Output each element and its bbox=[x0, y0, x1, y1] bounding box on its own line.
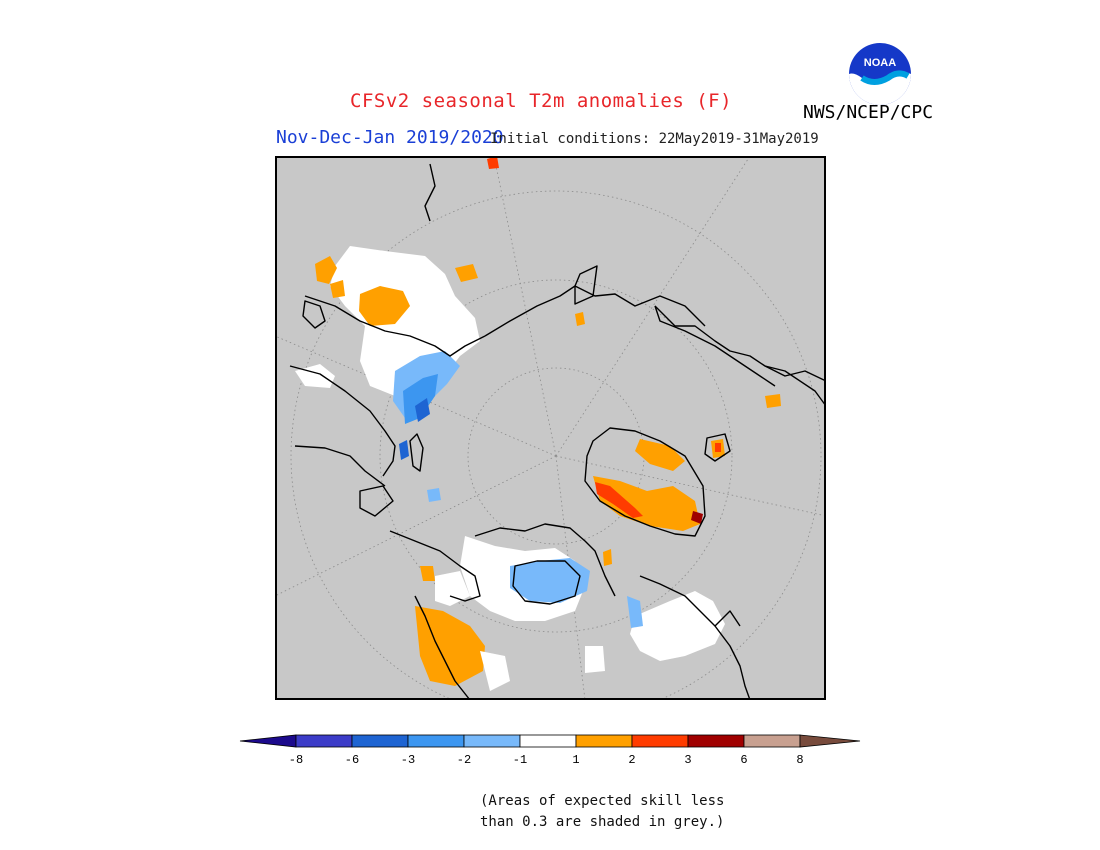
coastline-europe-west bbox=[289, 365, 396, 477]
chart-title: CFSv2 seasonal T2m anomalies (F) bbox=[350, 90, 733, 112]
anomaly-area-warm-volga bbox=[575, 312, 585, 326]
anomaly-area-neutral-canada-south bbox=[585, 646, 605, 673]
skill-note-line-1: (Areas of expected skill less bbox=[480, 793, 725, 809]
coastline-hudson-bay bbox=[512, 560, 581, 605]
coastline-canada-arctic bbox=[474, 523, 616, 597]
color-legend-swatch-7 bbox=[631, 734, 689, 748]
color-legend-swatch-4 bbox=[463, 734, 521, 748]
skill-note-line-2: than 0.3 are shaded in grey.) bbox=[480, 814, 725, 830]
initial-conditions: Initial conditions: 22May2019-31May2019 bbox=[490, 131, 819, 147]
color-legend-tick: 8 bbox=[796, 753, 803, 767]
polar-anomaly-map bbox=[275, 156, 826, 700]
coastline-east-siberia bbox=[654, 305, 826, 382]
anomaly-area-hot-arctic bbox=[487, 156, 499, 169]
color-legend-swatch-2 bbox=[351, 734, 409, 748]
color-legend-tick: 3 bbox=[684, 753, 691, 767]
anomaly-area-hot-iceland bbox=[715, 443, 721, 452]
coastline-taimyr bbox=[574, 265, 598, 305]
organization-label: NWS/NCEP/CPC bbox=[803, 102, 934, 123]
color-legend-tick: -8 bbox=[289, 753, 303, 767]
color-legend-tick: 6 bbox=[740, 753, 747, 767]
anomaly-area-neutral-alaska bbox=[435, 571, 470, 606]
map-frame bbox=[275, 156, 826, 700]
coastline-norway-north bbox=[764, 365, 826, 407]
coastline-british-isles bbox=[302, 300, 326, 329]
color-legend-swatches bbox=[239, 734, 861, 748]
anomaly-area-neutral-canada-east bbox=[630, 591, 725, 661]
color-legend-swatch-3 bbox=[407, 734, 465, 748]
anomaly-area-warm-nw bbox=[330, 280, 345, 298]
coastline-mediterranean bbox=[294, 445, 386, 487]
anomaly-area-moderate-cold-caspian bbox=[403, 374, 438, 424]
anomaly-area-warm-alaska-south bbox=[415, 606, 485, 686]
anomaly-patches-north-america bbox=[415, 536, 643, 691]
color-legend-tick: -2 bbox=[457, 753, 471, 767]
color-legend-tick: -6 bbox=[345, 753, 359, 767]
coastline-us-east bbox=[714, 625, 751, 700]
coastline-novaya-zemlya bbox=[424, 163, 436, 222]
noaa-logo-text: NOAA bbox=[864, 57, 896, 69]
color-legend-swatch-9 bbox=[743, 734, 801, 748]
anomaly-area-warm-greenland-north bbox=[635, 439, 685, 471]
coastline-siberia-north bbox=[484, 285, 706, 337]
color-legend-arrow-left bbox=[239, 734, 297, 748]
color-legend-swatch-1 bbox=[295, 734, 353, 748]
anomaly-area-hot-greenland-east bbox=[595, 482, 643, 518]
anomaly-area-strong-cold-caucasus bbox=[399, 440, 409, 460]
anomaly-area-cool-ellesmere bbox=[627, 596, 643, 628]
coastline-labrador bbox=[639, 575, 741, 627]
coastline-kamchatka bbox=[654, 305, 776, 387]
anomaly-area-warm-alaska-west bbox=[420, 566, 435, 581]
color-legend-tick: -3 bbox=[401, 753, 415, 767]
anomaly-area-warm-baltic bbox=[455, 264, 478, 282]
coastline-greenland bbox=[584, 427, 706, 537]
color-legend-swatch-8 bbox=[687, 734, 745, 748]
coastline-pacific-nw bbox=[414, 595, 471, 700]
color-legend-tick: 2 bbox=[628, 753, 635, 767]
anomaly-area-cool-cold-turkey bbox=[427, 488, 441, 502]
color-legend-arrow-right bbox=[799, 734, 861, 748]
anomaly-area-very-hot-greenland-tip bbox=[691, 511, 703, 524]
anomaly-area-strong-cold-caspian bbox=[415, 398, 430, 422]
color-legend-tick: -1 bbox=[513, 753, 527, 767]
color-legend-swatch-6 bbox=[575, 734, 633, 748]
coastline-iceland bbox=[704, 433, 731, 462]
color-legend: -8 -6 -3 -2 -1 1 2 3 6 8 bbox=[239, 734, 861, 767]
anomaly-patches-eurasia bbox=[295, 156, 585, 502]
color-legend-tick: 1 bbox=[572, 753, 579, 767]
coastline-caspian bbox=[409, 433, 424, 472]
coastline-alaska bbox=[389, 530, 481, 602]
anomaly-area-warm-norway bbox=[765, 394, 781, 408]
skill-note: (Areas of expected skill less than 0.3 a… bbox=[480, 791, 724, 833]
noaa-logo: NOAA bbox=[849, 43, 911, 105]
graticule bbox=[275, 156, 826, 700]
coastlines bbox=[289, 163, 826, 700]
anomaly-area-warm-uk bbox=[315, 256, 337, 284]
coastline-black-sea bbox=[359, 485, 394, 517]
forecast-period: Nov-Dec-Jan 2019/2020 bbox=[276, 127, 504, 148]
color-legend-swatch-5 bbox=[519, 734, 577, 748]
anomaly-area-cool-hudson-bay bbox=[510, 558, 590, 603]
anomaly-area-neutral-pacific-nw bbox=[480, 651, 510, 691]
anomaly-patches-greenland bbox=[585, 394, 781, 673]
anomaly-area-warm-baffin bbox=[603, 549, 612, 566]
coastline-scandinavia bbox=[304, 295, 486, 357]
anomaly-area-warm-scandinavia bbox=[359, 286, 410, 326]
anomaly-area-warm-greenland-south bbox=[593, 476, 700, 531]
